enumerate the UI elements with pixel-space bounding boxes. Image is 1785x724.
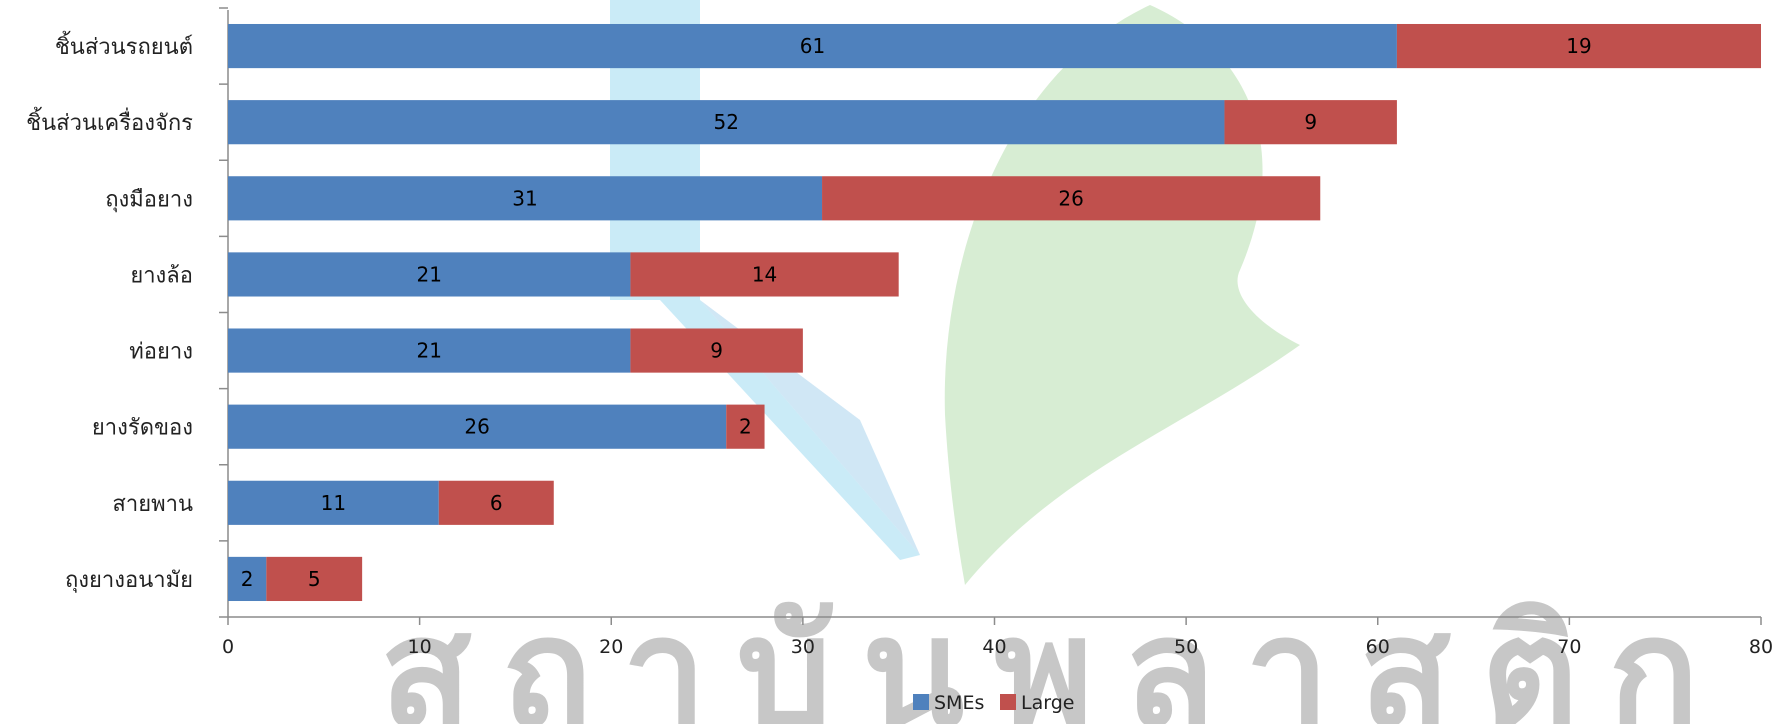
data-label: 26	[464, 415, 489, 439]
category-label: ท่อยาง	[129, 340, 193, 365]
x-tick-label: 0	[222, 636, 234, 658]
category-label: สายพาน	[112, 492, 193, 517]
watermark-text: สถาบันพลาสติก	[380, 586, 1729, 724]
data-label: 61	[800, 34, 825, 58]
category-label: ชิ้นส่วนเครื่องจักร	[26, 107, 193, 136]
data-label: 5	[308, 567, 321, 591]
data-label: 21	[416, 262, 441, 286]
bar-smes	[228, 556, 267, 602]
x-tick-label: 70	[1557, 636, 1581, 658]
legend: SMEs Large	[913, 692, 1074, 714]
bar-large	[630, 252, 899, 297]
category-label: ถุงยางอนามัย	[65, 568, 193, 593]
legend-label: Large	[1021, 692, 1074, 714]
data-label: 26	[1058, 186, 1083, 210]
bar-large	[266, 556, 363, 602]
x-tick-label: 30	[791, 636, 815, 658]
data-label: 9	[1304, 110, 1317, 134]
bar-smes	[228, 176, 823, 221]
data-label: 2	[241, 567, 254, 591]
data-label: 14	[752, 262, 777, 286]
x-tick-label: 60	[1366, 636, 1390, 658]
bar-smes	[228, 252, 631, 297]
bar-smes	[228, 328, 631, 373]
category-label: ชิ้นส่วนรถยนต์	[55, 31, 193, 60]
bar-large	[630, 328, 803, 373]
bar-smes	[228, 404, 727, 449]
data-label: 52	[713, 110, 738, 134]
bar-large	[438, 480, 554, 525]
x-tick-label: 20	[599, 636, 623, 658]
category-ticks	[219, 7, 228, 618]
watermark-leaf	[944, 5, 1300, 585]
bar-large	[1224, 100, 1397, 145]
x-tick-label: 50	[1174, 636, 1198, 658]
bar-large	[822, 176, 1321, 221]
bar-large	[1396, 23, 1761, 69]
data-label: 19	[1566, 34, 1591, 58]
category-label: ยางรัดของ	[92, 416, 193, 441]
category-label: ยางล้อ	[130, 263, 193, 288]
category-label: ถุงมือยาง	[105, 187, 193, 212]
x-tick-label: 80	[1749, 636, 1773, 658]
bars: 61 19 52 9 31 26 21 14 21 9 26 2 11 6 2 5	[228, 23, 1761, 602]
data-label: 6	[490, 491, 503, 515]
bar-large	[726, 404, 765, 449]
data-label: 11	[321, 491, 346, 515]
bar-smes	[228, 100, 1225, 145]
data-label: 9	[710, 339, 723, 363]
x-tick-label: 10	[408, 636, 432, 658]
data-label: 21	[416, 339, 441, 363]
legend-swatch	[913, 694, 929, 710]
x-axis-ticks: 0 10 20 30 40 50 60 70 80	[222, 617, 1773, 658]
category-labels: ชิ้นส่วนรถยนต์ชิ้นส่วนเครื่องจักรถุงมือย…	[26, 31, 193, 593]
legend-label: SMEs	[934, 692, 984, 714]
x-tick-label: 40	[982, 636, 1006, 658]
bar-smes	[228, 480, 439, 525]
bar-smes	[228, 23, 1397, 69]
data-label: 2	[739, 415, 752, 439]
legend-swatch	[1000, 694, 1016, 710]
data-label: 31	[512, 186, 537, 210]
watermark-logo: สถาบันพลาสติก	[380, 0, 1729, 724]
